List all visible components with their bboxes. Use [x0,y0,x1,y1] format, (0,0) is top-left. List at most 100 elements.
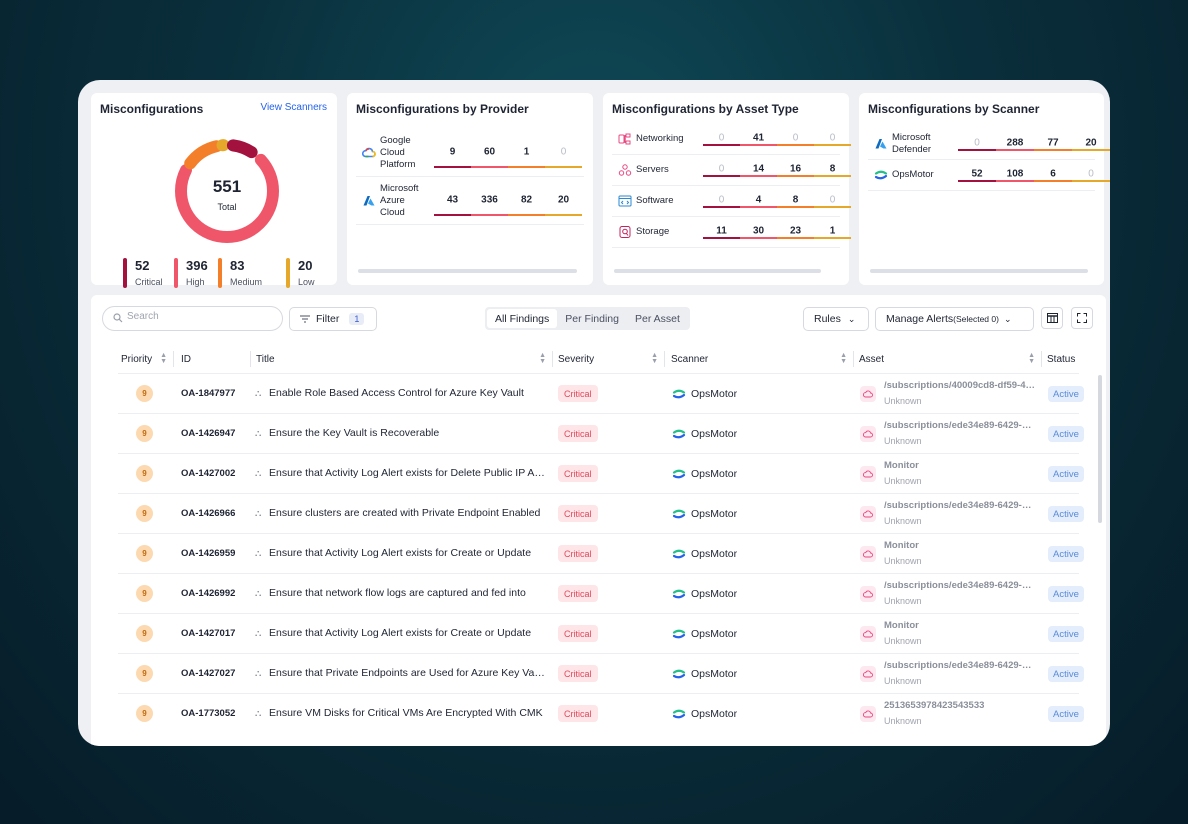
asset-name[interactable]: 2513653978423543533 [884,700,985,711]
vertical-scrollbar[interactable] [1098,375,1102,523]
asset-name[interactable]: Monitor [884,620,919,631]
finding-title[interactable]: ⛬ Ensure VM Disks for Critical VMs Are En… [255,707,543,719]
table-row[interactable]: 9 OA-1847977 ⛬ Enable Role Based Access Con… [118,373,1084,413]
priority-badge: 9 [136,505,153,522]
column-header-title[interactable]: Title ▲ ▼ [256,352,546,365]
severity-underline [777,175,814,177]
fullscreen-button[interactable] [1071,307,1093,329]
summary-row[interactable]: Storage 11 30 23 1 [612,217,851,248]
rule-icon: ⛬ [255,548,262,558]
table-row[interactable]: 9 OA-1427027 ⛬ Ensure that Private Endpoint… [118,653,1084,693]
asset-name[interactable]: Monitor [884,460,919,471]
tab-per-asset[interactable]: Per Asset [634,312,680,325]
severity-underline [777,144,814,146]
severity-underline [996,180,1034,182]
summary-count: 0 [560,145,567,157]
finding-title[interactable]: ⛬ Ensure that network flow logs are captu… [255,587,526,599]
finding-title[interactable]: ⛬ Ensure clusters are created with Privat… [255,507,541,519]
search-input[interactable] [127,311,277,322]
table-row[interactable]: 9 OA-1426959 ⛬ Ensure that Activity Log Ale… [118,533,1084,573]
severity-underline [508,214,545,216]
finding-title[interactable]: ⛬ Ensure the Key Vault is Recoverable [255,427,440,439]
opsmotor-icon [672,547,686,561]
table-row[interactable]: 9 OA-1426947 ⛬ Ensure the Key Vault is Reco… [118,413,1084,453]
finding-id: OA-1426966 [181,508,236,519]
column-header-asset[interactable]: Asset ▲ ▼ [859,352,1035,365]
severity-badge: Critical [558,465,598,482]
manage-alerts-dropdown[interactable]: Manage Alerts (Selected 0) ⌄ [875,307,1034,331]
asset-name[interactable]: /subscriptions/ede34e89-6429-4a1b [884,660,1036,671]
severity-underline [814,237,851,239]
column-header-status[interactable]: Status [1047,353,1076,365]
opsmotor-icon [672,507,686,521]
severity-underline [703,206,740,208]
summary-count: 0 [829,132,836,144]
status-badge: Active [1048,706,1084,722]
summary-row[interactable]: Microsoft Defender 0 288 77 20 [868,129,1110,160]
summary-count: 52 [971,168,983,180]
column-header-severity[interactable]: Severity ▲ ▼ [558,352,658,365]
asset-name[interactable]: /subscriptions/ede34e89-6429-4a1b [884,500,1036,511]
asset-type: Unknown [884,436,922,446]
rules-dropdown[interactable]: Rules ⌄ [803,307,869,331]
view-scanners-link[interactable]: View Scanners [260,102,327,113]
priority-badge: 9 [136,625,153,642]
severity-underline [1034,149,1072,151]
summary-count: 14 [752,163,765,175]
priority-badge: 9 [136,585,153,602]
search-icon [113,313,123,323]
summary-count: 4 [755,194,762,206]
tab-all-findings[interactable]: All Findings [487,309,558,328]
asset-name[interactable]: /subscriptions/ede34e89-6429-4a1b [884,420,1036,431]
horizontal-scrollbar[interactable] [614,269,821,273]
card-title: Misconfigurations by Scanner [868,102,1040,116]
table-row[interactable]: 9 OA-1427002 ⛬ Ensure that Activity Log Ale… [118,453,1084,493]
finding-id: OA-1426992 [181,588,236,599]
table-row[interactable]: 9 OA-1426966 ⛬ Ensure clusters are created … [118,493,1084,533]
summary-row[interactable]: Microsoft Azure Cloud 43 336 82 20 [356,177,584,225]
summary-row[interactable]: Software 0 4 8 0 [612,186,851,217]
horizontal-scrollbar[interactable] [870,269,1088,273]
provider-card: Misconfigurations by Provider Google Clou… [347,93,593,285]
table-row[interactable]: 9 OA-1427017 ⛬ Ensure that Activity Log Ale… [118,613,1084,653]
rule-icon: ⛬ [255,508,262,518]
asset-type: Unknown [884,556,922,566]
finding-title[interactable]: ⛬ Ensure that Private Endpoints are Used … [255,667,545,679]
status-badge: Active [1048,666,1084,682]
asset-name[interactable]: /subscriptions/ede34e89-6429-4a1b [884,580,1036,591]
cloud-icon [860,426,876,442]
software-icon [618,194,632,208]
column-header-id[interactable]: ID [181,353,191,365]
summary-row[interactable]: Networking 0 41 0 0 [612,124,851,155]
asset-type: Unknown [884,636,922,646]
summary-row[interactable]: Servers 0 14 16 8 [612,155,851,186]
manage-alerts-selected: (Selected 0) [953,314,999,324]
finding-title[interactable]: ⛬ Enable Role Based Access Control for Az… [255,387,524,399]
column-header-priority[interactable]: Priority ▲ ▼ [121,352,167,365]
column-header-scanner[interactable]: Scanner ▲ ▼ [671,352,847,365]
finding-title[interactable]: ⛬ Ensure that Activity Log Alert exists f… [255,547,532,559]
table-row[interactable]: 9 OA-1773052 ⛬ Ensure VM Disks for Critical… [118,693,1084,733]
severity-badge: Critical [558,545,598,562]
rule-icon: ⛬ [255,428,262,438]
horizontal-scrollbar[interactable] [358,269,577,273]
priority-badge: 9 [136,665,153,682]
opsmotor-icon [672,427,686,441]
table-row[interactable]: 9 OA-1426992 ⛬ Ensure that network flow log… [118,573,1084,613]
filter-button[interactable]: Filter 1 [289,307,377,331]
asset-name[interactable]: Monitor [884,540,919,551]
severity-underline [740,206,777,208]
search-box[interactable] [102,306,283,331]
summary-row[interactable]: OpsMotor 52 108 6 0 [868,160,1110,191]
summary-row[interactable]: Google Cloud Platform 9 60 1 0 [356,129,584,177]
severity-underline [703,175,740,177]
tab-per-finding[interactable]: Per Finding [565,312,619,325]
finding-title[interactable]: ⛬ Ensure that Activity Log Alert exists f… [255,627,532,639]
severity-underline [703,144,740,146]
columns-button[interactable] [1041,307,1063,329]
opsmotor-icon [672,467,686,481]
finding-title[interactable]: ⛬ Ensure that Activity Log Alert exists f… [255,467,545,479]
asset-name[interactable]: /subscriptions/40009cd8-df59-4a1b [884,380,1036,391]
summary-count: 9 [449,145,456,157]
severity-badge: Critical [558,425,598,442]
